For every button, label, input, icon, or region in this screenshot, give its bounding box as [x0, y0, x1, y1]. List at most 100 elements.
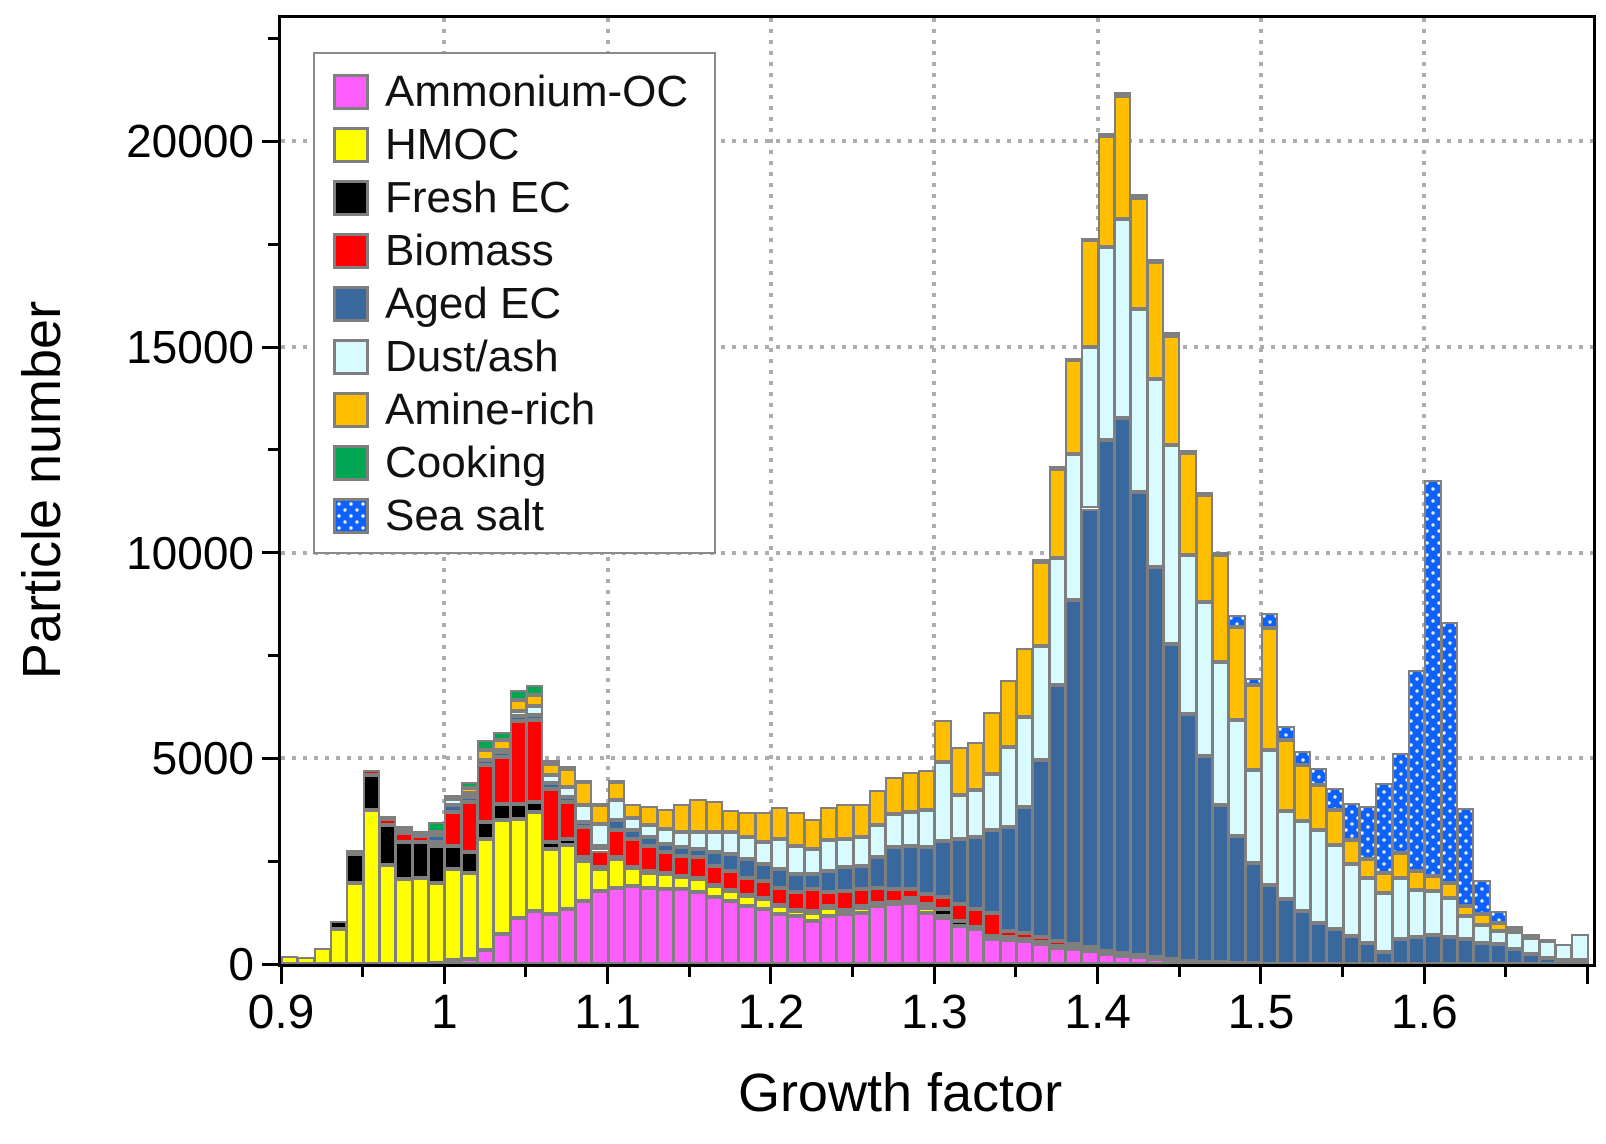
bar-segment	[966, 790, 985, 837]
bar-segment	[1342, 864, 1360, 937]
bar-segment	[754, 909, 772, 964]
bar-segment	[721, 870, 740, 890]
bar-segment	[542, 763, 560, 776]
bar-segment	[640, 825, 658, 838]
bar-segment	[493, 739, 511, 751]
bar-segment	[574, 805, 593, 823]
bar-segment	[1538, 940, 1556, 958]
bar-segment	[770, 806, 789, 839]
bar-segment	[836, 803, 854, 839]
bar-segment	[1113, 953, 1132, 956]
bar-segment	[983, 912, 1001, 937]
legend-swatch-sea_salt-icon	[333, 498, 369, 534]
bar-segment	[1309, 829, 1328, 923]
bar-segment	[1211, 962, 1230, 964]
bar-segment	[411, 841, 429, 879]
bar-segment	[1391, 877, 1409, 940]
axis-tick	[262, 756, 278, 760]
bar-segment	[395, 833, 413, 843]
bar-segment	[1162, 960, 1181, 964]
legend-label: Cooking	[385, 438, 547, 487]
bar-segment	[1260, 749, 1279, 886]
bar-segment	[1309, 784, 1328, 830]
bar-segment	[1473, 924, 1491, 943]
bar-segment	[803, 874, 821, 890]
bar-segment	[672, 889, 691, 964]
bar-segment	[966, 836, 985, 910]
bar-segment	[1015, 648, 1034, 717]
bar-segment	[460, 872, 478, 960]
bar-segment	[934, 917, 952, 964]
bar-segment	[1505, 948, 1524, 964]
legend-item-biomass: Biomass	[333, 229, 688, 273]
bar-segment	[885, 904, 903, 964]
bar-segment	[852, 889, 870, 907]
bar-segment	[1489, 911, 1507, 923]
bar-segment	[329, 929, 348, 964]
bar-segment	[966, 929, 985, 964]
bar-segment	[460, 781, 478, 788]
axis-tick	[1259, 967, 1263, 984]
bar-segment	[493, 820, 511, 935]
bar-segment	[509, 818, 527, 918]
bar-segment	[444, 869, 462, 960]
bar-segment	[1407, 871, 1426, 890]
gridline-horizontal	[281, 550, 1593, 555]
bar-segment	[917, 894, 936, 905]
bar-segment	[1064, 360, 1083, 454]
bar-segment	[476, 739, 495, 750]
bar-segment	[623, 818, 642, 830]
bar-segment	[378, 819, 397, 826]
bar-segment	[950, 838, 968, 905]
bar-segment	[1554, 959, 1573, 964]
bar-segment	[983, 830, 1001, 913]
axis-tick	[851, 967, 855, 977]
bar-segment	[819, 915, 838, 964]
bar-segment	[1342, 803, 1360, 840]
bar-segment	[656, 852, 674, 873]
bar-segment	[509, 699, 527, 712]
bar-segment	[1375, 951, 1393, 964]
bar-segment	[460, 801, 478, 853]
bar-segment	[787, 915, 805, 964]
bar-segment	[1293, 764, 1311, 822]
bar-segment	[1113, 96, 1132, 219]
bar-segment	[1375, 872, 1393, 893]
axis-tick	[262, 139, 278, 143]
legend-item-aged_ec: Aged EC	[333, 282, 688, 326]
axis-tick	[268, 654, 278, 658]
bar-segment	[1015, 806, 1034, 934]
bar-segment	[1032, 558, 1050, 562]
bar-segment	[689, 879, 707, 893]
bar-segment	[983, 936, 1001, 940]
bar-segment	[509, 716, 527, 722]
legend-label: Fresh EC	[385, 173, 571, 222]
bar-segment	[525, 694, 544, 707]
bar-segment	[1162, 332, 1181, 336]
bar-segment	[721, 853, 740, 871]
bar-segment	[1146, 956, 1164, 959]
bar-segment	[852, 912, 870, 964]
bar-segment	[411, 832, 429, 836]
bar-segment	[542, 788, 560, 843]
bar-segment	[754, 842, 772, 865]
bar-segment	[1228, 836, 1246, 963]
bar-segment	[705, 852, 723, 866]
bar-segment	[1522, 953, 1540, 964]
axis-tick	[769, 967, 773, 984]
legend-swatch-amine_rich-icon	[333, 392, 369, 428]
bar-segment	[444, 812, 462, 846]
bar-segment	[623, 829, 642, 839]
bar-segment	[1064, 600, 1083, 945]
y-tick-label: 20000	[126, 115, 254, 168]
bar-segment	[444, 794, 462, 799]
axis-tick	[262, 345, 278, 349]
bar-segment	[427, 841, 446, 846]
bar-segment	[836, 914, 854, 964]
bar-segment	[868, 887, 887, 903]
bar-segment	[1244, 684, 1262, 770]
bar-segment	[1130, 308, 1148, 492]
gridline-vertical	[1258, 18, 1263, 964]
bar-segment	[1342, 839, 1360, 865]
